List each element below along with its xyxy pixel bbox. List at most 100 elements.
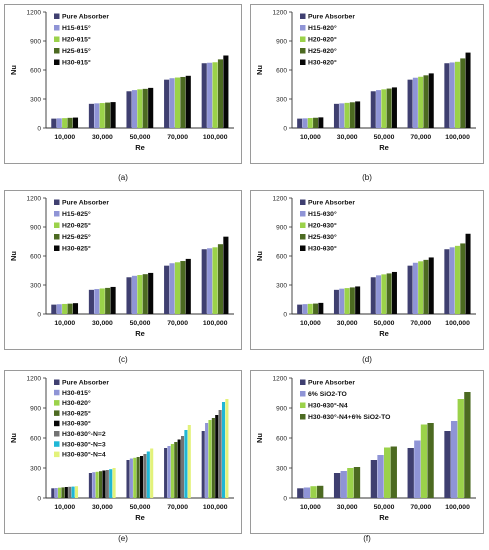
bar	[297, 488, 304, 498]
legend-swatch	[300, 379, 306, 385]
bar	[105, 102, 111, 128]
x-tick-label: 10,000	[300, 134, 321, 141]
legend-label: H30-θ25°	[62, 409, 91, 417]
legend-label: H30-θ20°	[308, 59, 337, 67]
x-tick-label: 10,000	[54, 134, 75, 141]
bar	[215, 415, 219, 498]
x-tick-label: 50,000	[374, 134, 395, 141]
bar	[74, 486, 79, 498]
bar	[297, 118, 303, 128]
bar	[126, 277, 132, 314]
legend-label: H30-θ15°	[62, 389, 91, 397]
bar	[381, 89, 387, 128]
bar	[201, 431, 205, 498]
bar	[407, 79, 413, 128]
bar	[164, 265, 170, 314]
legend-swatch	[300, 245, 306, 251]
bar	[94, 103, 100, 128]
legend-swatch	[54, 379, 60, 385]
chart-panel: 0 300 600 900 1200 Nu 10,000 30,000 50,000 70,000…	[250, 370, 484, 543]
bar	[414, 440, 421, 498]
y-tick-label: 900	[276, 406, 287, 413]
bar	[110, 102, 116, 128]
x-tick-label: 50,000	[374, 504, 395, 511]
legend-swatch	[54, 48, 60, 54]
bar	[148, 87, 154, 128]
legend-swatch	[300, 36, 306, 42]
x-tick-label: 30,000	[92, 504, 113, 511]
bar	[99, 103, 105, 128]
legend-label: H30-θ30°-N=4	[62, 451, 106, 459]
bar	[131, 275, 137, 314]
legend-label: H30-θ30°-N4+6% SiO2-TO	[308, 413, 390, 421]
x-tick-label: 30,000	[92, 320, 113, 327]
legend-swatch	[300, 13, 306, 19]
bar	[146, 451, 150, 498]
legend-label: Pure Absorber	[62, 14, 109, 21]
bar	[464, 392, 471, 498]
bar	[427, 423, 434, 498]
y-tick-label: 900	[30, 406, 41, 413]
legend-label: H30-θ30°-N=3	[62, 440, 106, 448]
bar	[344, 102, 350, 128]
bar	[444, 63, 450, 128]
bar	[376, 275, 382, 314]
y-tick-label: 1200	[273, 376, 288, 383]
y-tick-label: 0	[37, 312, 41, 319]
legend-swatch	[300, 199, 306, 205]
bar	[344, 288, 350, 314]
y-tick-label: 300	[276, 97, 287, 104]
legend-swatch	[54, 431, 60, 437]
y-axis-title: Nu	[9, 433, 18, 443]
x-tick-label: 70,000	[167, 504, 188, 511]
bar	[302, 118, 308, 128]
bar	[390, 446, 397, 498]
y-axis-title: Nu	[255, 433, 264, 443]
bar	[307, 303, 313, 314]
y-tick-label: 300	[276, 466, 287, 473]
bar	[167, 446, 171, 498]
bar	[223, 55, 229, 128]
bar	[180, 76, 186, 128]
bar	[207, 62, 213, 128]
legend-swatch	[54, 59, 60, 65]
bar	[102, 470, 106, 498]
bar	[340, 471, 347, 498]
bar	[174, 442, 178, 498]
y-tick-label: 300	[30, 466, 41, 473]
bar	[136, 457, 140, 498]
bar	[349, 287, 355, 314]
bar	[72, 303, 79, 314]
bar	[187, 425, 191, 498]
x-tick-label: 10,000	[300, 504, 321, 511]
y-tick-label: 0	[283, 312, 287, 319]
bar	[62, 118, 68, 128]
legend-label: H30-θ25°	[62, 245, 91, 253]
bar	[174, 77, 181, 128]
panel-caption: (a)	[118, 173, 128, 182]
legend-label: H30-θ30°	[62, 420, 91, 428]
legend-swatch	[300, 402, 306, 408]
bar	[88, 103, 94, 128]
bar	[333, 289, 339, 314]
x-tick-label: 70,000	[410, 504, 431, 511]
x-tick-label: 100,000	[203, 504, 228, 511]
y-tick-label: 600	[276, 436, 287, 443]
y-tick-label: 1200	[27, 10, 42, 17]
legend-swatch	[54, 222, 60, 228]
bar	[418, 261, 424, 314]
bar	[407, 265, 413, 314]
bar	[412, 262, 418, 314]
x-tick-label: 100,000	[445, 320, 470, 327]
bar	[148, 272, 154, 314]
x-tick-label: 10,000	[300, 320, 321, 327]
legend-label: H25-θ25°	[62, 233, 91, 241]
x-tick-label: 100,000	[445, 504, 470, 511]
bar	[217, 59, 224, 128]
legend-label: Pure Absorber	[308, 380, 355, 387]
legend-label: H25-θ30°	[308, 233, 337, 241]
legend-label: H20-θ25°	[62, 222, 91, 230]
bar	[142, 88, 148, 128]
chart-panel: 0 300 600 900 1200 Nu 10,000 30,000 50,000 70,000…	[4, 4, 242, 182]
bar	[51, 118, 57, 128]
